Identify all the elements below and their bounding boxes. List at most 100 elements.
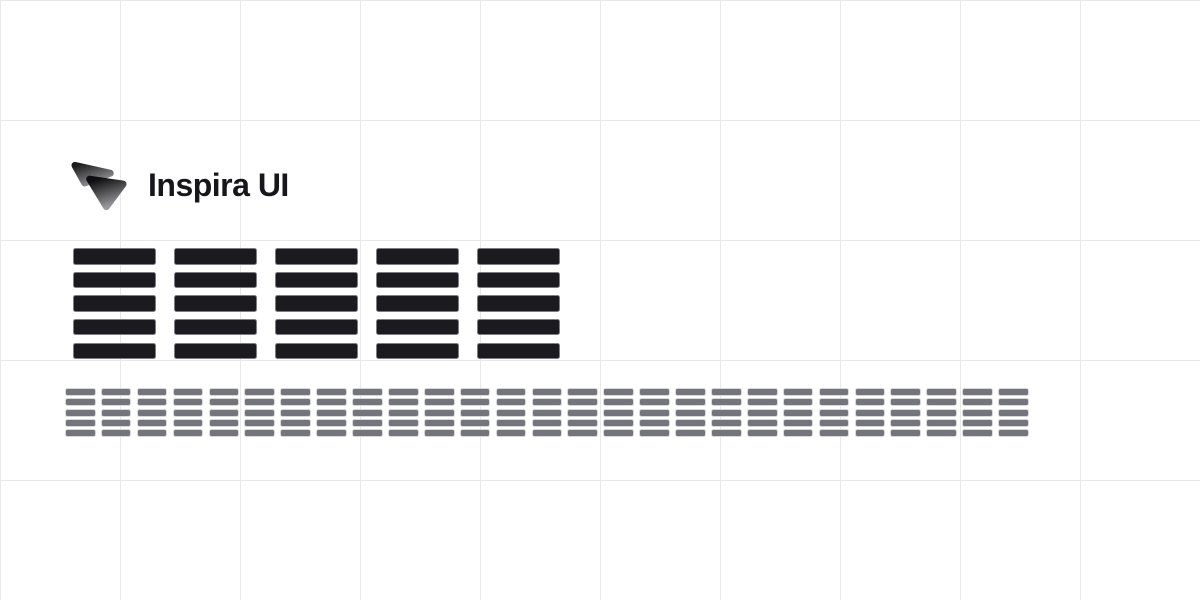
char-block — [244, 388, 276, 437]
char-bar-segment — [675, 408, 706, 417]
char-bar-segment — [174, 271, 257, 289]
char-bar-segment — [531, 398, 563, 407]
char-block — [639, 388, 670, 437]
char-bar-segment — [244, 388, 276, 396]
char-bar-segment — [423, 418, 455, 427]
char-block — [567, 388, 599, 437]
char-bar-segment — [280, 398, 311, 407]
char-bar-segment — [208, 388, 240, 396]
char-bar-segment — [388, 429, 419, 437]
char-bar-segment — [818, 429, 850, 437]
char-bar-segment — [962, 388, 993, 396]
char-bar-segment — [352, 418, 383, 427]
hero-title-skeleton — [73, 248, 560, 359]
char-bar-segment — [477, 248, 560, 265]
char-block — [352, 388, 383, 437]
char-bar-segment — [531, 418, 563, 427]
char-bar-segment — [639, 398, 670, 407]
char-bar-segment — [65, 398, 96, 407]
char-bar-segment — [172, 408, 204, 417]
char-block — [531, 388, 563, 437]
char-bar-segment — [711, 408, 742, 417]
char-bar-segment — [73, 271, 156, 289]
char-bar-segment — [376, 248, 459, 265]
char-bar-segment — [782, 408, 814, 417]
char-bar-segment — [603, 418, 634, 427]
char-bar-segment — [136, 429, 168, 437]
char-bar-segment — [998, 429, 1029, 437]
char-bar-segment — [352, 398, 383, 407]
char-bar-segment — [388, 398, 419, 407]
char-bar-segment — [639, 418, 670, 427]
char-bar-segment — [244, 429, 276, 437]
char-block — [388, 388, 419, 437]
char-bar-segment — [890, 418, 922, 427]
char-bar-segment — [639, 388, 670, 396]
char-bar-segment — [280, 408, 311, 417]
char-block — [854, 388, 886, 437]
char-bar-segment — [711, 418, 742, 427]
char-bar-segment — [477, 295, 560, 312]
char-bar-segment — [174, 248, 257, 265]
char-bar-segment — [208, 429, 240, 437]
char-block — [818, 388, 850, 437]
char-bar-segment — [926, 429, 957, 437]
char-block — [208, 388, 240, 437]
char-bar-segment — [280, 388, 311, 396]
char-bar-segment — [495, 408, 527, 417]
char-block — [603, 388, 634, 437]
char-bar-segment — [136, 398, 168, 407]
brand-title: Inspira UI — [148, 167, 289, 203]
char-bar-segment — [477, 342, 560, 359]
char-bar-segment — [172, 429, 204, 437]
char-bar-segment — [459, 429, 491, 437]
brand-home-link[interactable]: Inspira UI — [68, 157, 289, 215]
char-bar-segment — [926, 398, 957, 407]
char-bar-segment — [890, 388, 922, 396]
char-block — [459, 388, 491, 437]
char-bar-segment — [388, 388, 419, 396]
char-bar-segment — [603, 429, 634, 437]
char-bar-segment — [174, 295, 257, 312]
char-bar-segment — [567, 429, 599, 437]
char-bar-segment — [603, 398, 634, 407]
char-bar-segment — [423, 429, 455, 437]
char-bar-segment — [136, 388, 168, 396]
char-bar-segment — [962, 408, 993, 417]
char-bar-segment — [854, 408, 886, 417]
char-bar-segment — [316, 398, 347, 407]
char-bar-segment — [388, 408, 419, 417]
char-block — [172, 388, 204, 437]
char-bar-segment — [208, 418, 240, 427]
char-bar-segment — [352, 388, 383, 396]
char-bar-segment — [73, 248, 156, 265]
char-bar-segment — [172, 398, 204, 407]
char-bar-segment — [376, 342, 459, 359]
char-bar-segment — [531, 408, 563, 417]
char-block — [65, 388, 96, 437]
char-bar-segment — [495, 388, 527, 396]
char-bar-segment — [854, 418, 886, 427]
char-bar-segment — [711, 398, 742, 407]
char-bar-segment — [172, 388, 204, 396]
char-bar-segment — [675, 398, 706, 407]
char-bar-segment — [65, 418, 96, 427]
char-bar-segment — [65, 408, 96, 417]
char-block — [280, 388, 311, 437]
char-bar-segment — [998, 408, 1029, 417]
char-bar-segment — [275, 248, 358, 265]
char-bar-segment — [100, 408, 132, 417]
char-bar-segment — [746, 429, 778, 437]
char-bar-segment — [567, 408, 599, 417]
char-bar-segment — [962, 418, 993, 427]
char-bar-segment — [172, 418, 204, 427]
char-bar-segment — [244, 408, 276, 417]
char-bar-segment — [423, 388, 455, 396]
char-block — [675, 388, 706, 437]
char-bar-segment — [998, 388, 1029, 396]
char-bar-segment — [275, 318, 358, 336]
char-bar-segment — [890, 398, 922, 407]
char-bar-segment — [926, 408, 957, 417]
char-bar-segment — [746, 398, 778, 407]
